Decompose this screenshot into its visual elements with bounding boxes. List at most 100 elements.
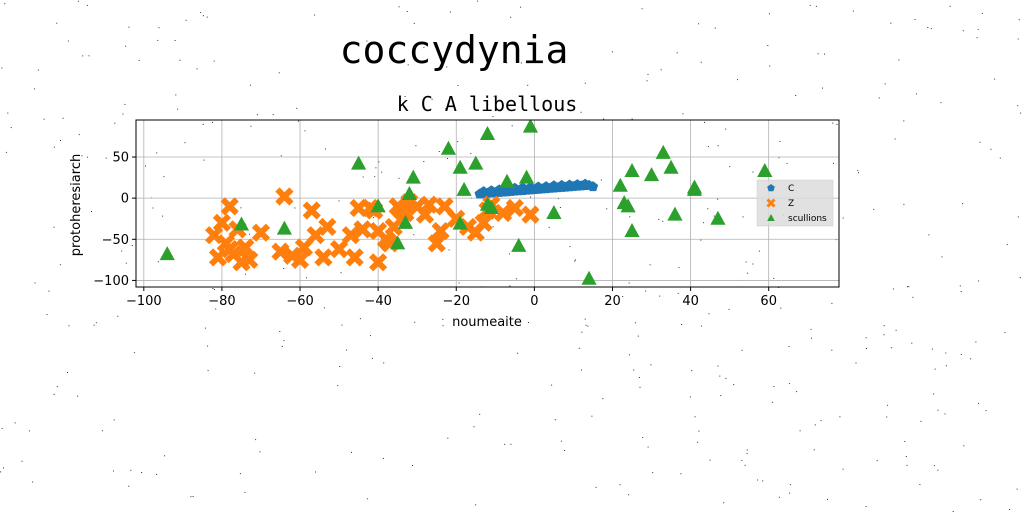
speckle-dot [95,322,97,324]
speckle-dot [383,362,385,364]
point-C [478,186,489,197]
speckle-dot [697,441,699,443]
speckle-dot [976,37,978,39]
speckle-dot [717,145,719,147]
speckle-dot [1009,509,1011,510]
speckle-dot [815,5,817,7]
speckle-dot [509,285,511,287]
speckle-dot [373,217,375,219]
speckle-dot [254,372,256,374]
speckle-dot [1020,112,1022,114]
legend-marker-C [767,184,775,192]
speckle-dot [245,273,246,275]
speckle-dot [283,268,285,269]
speckle-dot [883,334,885,336]
speckle-dot [53,226,55,228]
point-scullions [479,125,496,140]
speckle-dot [255,439,257,441]
speckle-dot [977,28,979,30]
speckle-dot [647,446,649,448]
x-axis-label: noumeaite [452,315,522,330]
speckle-dot [196,68,198,70]
speckle-dot [629,216,631,218]
speckle-dot [175,94,177,96]
speckle-dot [930,28,932,30]
speckle-dot [517,352,519,354]
speckle-dot [931,348,933,350]
speckle-dot [75,189,76,191]
point-scullions [456,181,472,196]
speckle-dot [548,226,550,228]
speckle-dot [742,216,744,218]
speckle-dot [827,498,828,500]
speckle-dot [203,159,205,161]
speckle-dot [508,253,510,255]
speckle-dot [511,125,513,127]
speckle-dot [903,203,905,205]
point-Z [427,234,446,253]
speckle-dot [121,250,123,252]
speckle-dot [600,179,602,181]
speckle-dot [700,325,702,327]
speckle-dot [362,176,364,178]
speckle-dot [341,324,343,326]
speckle-dot [934,368,936,370]
point-Z [212,213,232,232]
speckle-dot [78,134,80,136]
speckle-dot [865,348,867,349]
point-Z [271,242,290,261]
speckle-dot [448,249,450,251]
speckle-dot [1004,332,1006,334]
point-Z [345,248,364,267]
point-scullions [624,163,640,177]
speckle-dot [77,395,79,397]
x-tick-label: −80 [208,294,235,309]
speckle-dot [704,121,705,123]
point-scullions [522,120,539,133]
speckle-dot [584,318,586,320]
speckle-dot [619,484,621,486]
speckle-dot [68,325,70,327]
speckle-dot [122,113,124,115]
speckle-dot [927,27,929,28]
x-tick-label: −100 [126,294,162,309]
speckle-dot [81,155,83,157]
speckle-dot [446,158,448,159]
speckle-dot [207,370,209,372]
speckle-dot [641,8,643,10]
point-C [579,178,591,189]
point-Z [251,223,271,242]
speckle-dot [979,141,981,143]
speckle-dot [832,122,834,124]
speckle-dot [578,347,580,349]
x-tick-label: 40 [682,294,699,309]
point-Z [369,253,388,272]
point-scullions [405,169,421,184]
speckle-dot [492,116,494,118]
point-scullions [643,167,660,182]
point-scullions [620,198,636,213]
speckle-dot [1006,244,1008,246]
speckle-dot [202,123,204,125]
speckle-dot [280,155,282,157]
speckle-dot [746,449,748,451]
speckle-dot [758,250,760,252]
speckle-dot [88,55,90,57]
legend-marker-Z [766,198,776,208]
point-scullions [159,246,175,261]
speckle-dot [713,215,715,217]
speckle-dot [795,95,797,96]
speckle-dot [883,325,885,327]
speckle-dot [113,470,114,472]
x-tick-label: −20 [443,294,470,309]
speckle-dot [773,277,775,279]
speckle-dot [470,153,472,154]
plot-frame [135,119,840,288]
speckle-dot [113,419,115,421]
chart-title: k C A libellous [397,92,578,116]
speckle-dot [46,314,48,315]
speckle-dot [366,40,368,42]
speckle-dot [3,467,4,469]
speckle-dot [649,264,651,266]
